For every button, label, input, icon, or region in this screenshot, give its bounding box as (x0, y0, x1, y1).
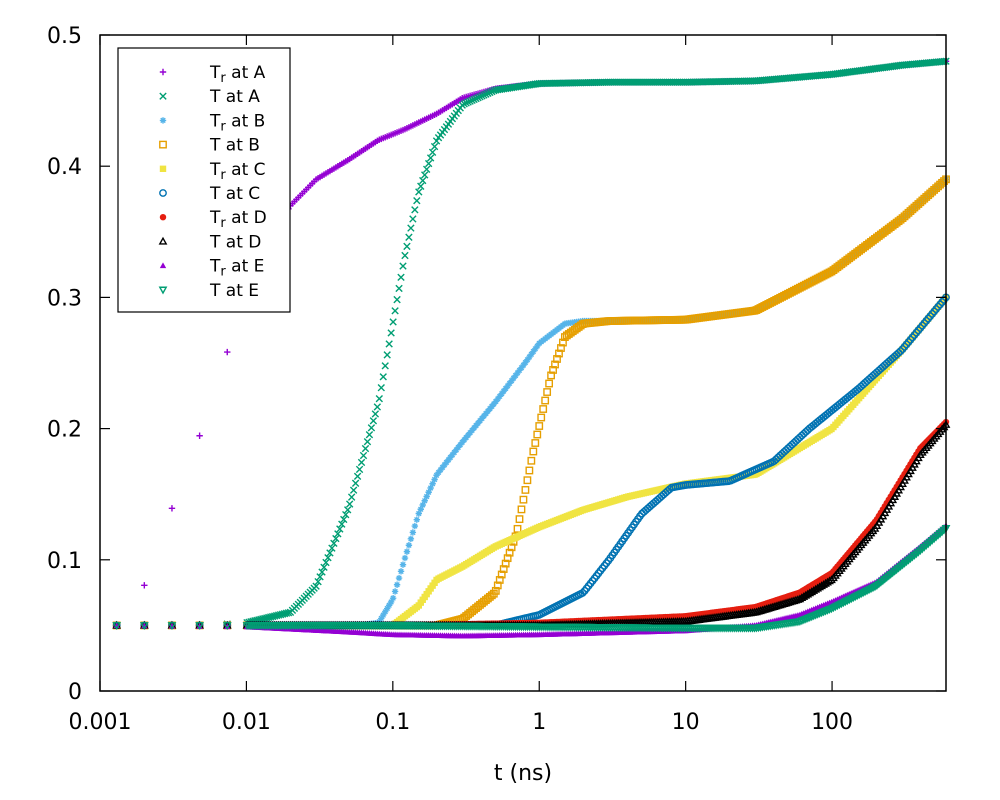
legend-marker (159, 214, 167, 221)
legend-marker (159, 117, 167, 124)
legend-label: Tr at E (209, 257, 264, 280)
series-t-at-a (112, 57, 950, 630)
y-tick-label: 0 (68, 680, 82, 705)
plot-marks (112, 57, 951, 639)
series-t-at-e (112, 525, 951, 633)
x-tick-label: 1 (532, 710, 546, 735)
series-t-at-d (112, 420, 951, 629)
x-tick-label: 0.01 (222, 710, 271, 735)
legend-box (117, 47, 291, 313)
legend-label: T at E (209, 281, 259, 301)
legend-marker (158, 236, 168, 245)
legend-marker (159, 92, 167, 100)
legend-marker (159, 140, 167, 149)
legend-item: T at C (159, 184, 260, 204)
y-tick-label: 0.1 (47, 549, 82, 574)
legend-item: Tr at A (159, 63, 266, 86)
legend-marker (159, 165, 167, 172)
plot-frame (99, 34, 947, 692)
x-axis-label: t (ns) (494, 761, 552, 786)
legend-marker (159, 68, 167, 76)
legend-label: T at D (209, 232, 261, 252)
x-tick-label: 0.001 (69, 710, 132, 735)
legend-item: T at B (159, 136, 260, 156)
legend-label: Tr at D (209, 208, 267, 231)
legend-label: T at C (209, 184, 260, 204)
legend-marker (158, 286, 168, 295)
legend-label: Tr at B (209, 111, 265, 134)
legend-item: Tr at D (159, 208, 267, 231)
legend-item: Tr at E (159, 257, 264, 280)
legend-label: Tr at C (209, 160, 266, 183)
legend-label: T at B (209, 136, 260, 156)
series-tr-at-d (113, 418, 950, 629)
axis-ticks: 0.001 0.01 0.1 1 10 100 0 0.1 0.2 0.3 0.4 0.5 (47, 24, 946, 735)
x-tick-label: 100 (811, 710, 853, 735)
x-tick-label: 10 (672, 710, 700, 735)
legend-item: Tr at B (159, 111, 265, 134)
legend-label: T at A (209, 87, 260, 107)
legend-marker (159, 262, 167, 269)
legend-item: T at A (159, 87, 260, 107)
legend-item: T at E (158, 281, 259, 301)
y-tick-label: 0.4 (47, 155, 82, 180)
legend-label: Tr at A (209, 63, 266, 86)
legend-item: T at D (158, 232, 261, 252)
legend: Tr at AT at A Tr at BT at B Tr at CT at C T… (117, 47, 291, 313)
x-tick-label: 0.1 (375, 710, 410, 735)
legend-marker (159, 189, 167, 197)
y-tick-label: 0.3 (47, 286, 82, 311)
y-tick-label: 0.2 (47, 418, 82, 443)
legend-item: Tr at C (159, 160, 266, 183)
y-tick-label: 0.5 (47, 24, 82, 49)
